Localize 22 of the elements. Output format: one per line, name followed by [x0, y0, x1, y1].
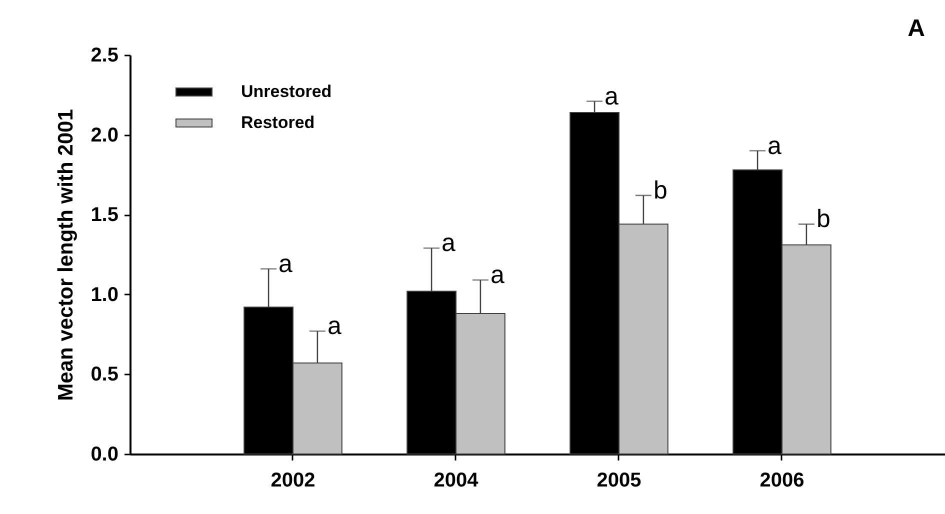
y-tick-label: 2.0	[90, 124, 118, 146]
x-tick-label: 2004	[434, 470, 480, 492]
y-tick-label: 2.5	[90, 44, 118, 66]
y-tick-label: 1.0	[90, 284, 118, 306]
y-tick-label: 0.5	[90, 364, 118, 386]
x-tick-label: 2005	[596, 470, 642, 492]
annotation: a	[490, 261, 504, 290]
x-tick-label: 2002	[270, 470, 316, 492]
legend-label: Restored	[241, 113, 315, 132]
annotation: a	[768, 132, 782, 160]
annotation: a	[442, 229, 456, 258]
annotation: b	[653, 176, 668, 204]
y-axis-title: Mean vector length with 2001	[54, 108, 78, 401]
x-tick-label: 2006	[760, 470, 804, 492]
annotation: a	[278, 250, 293, 278]
y-tick-label: 0.0	[90, 444, 118, 466]
y-tick-label: 1.5	[90, 204, 118, 226]
annotation: a	[604, 82, 619, 110]
legend-label: Unrestored	[241, 82, 332, 101]
text: A	[908, 15, 925, 42]
annotation: b	[816, 205, 830, 234]
annotation: a	[327, 312, 342, 340]
